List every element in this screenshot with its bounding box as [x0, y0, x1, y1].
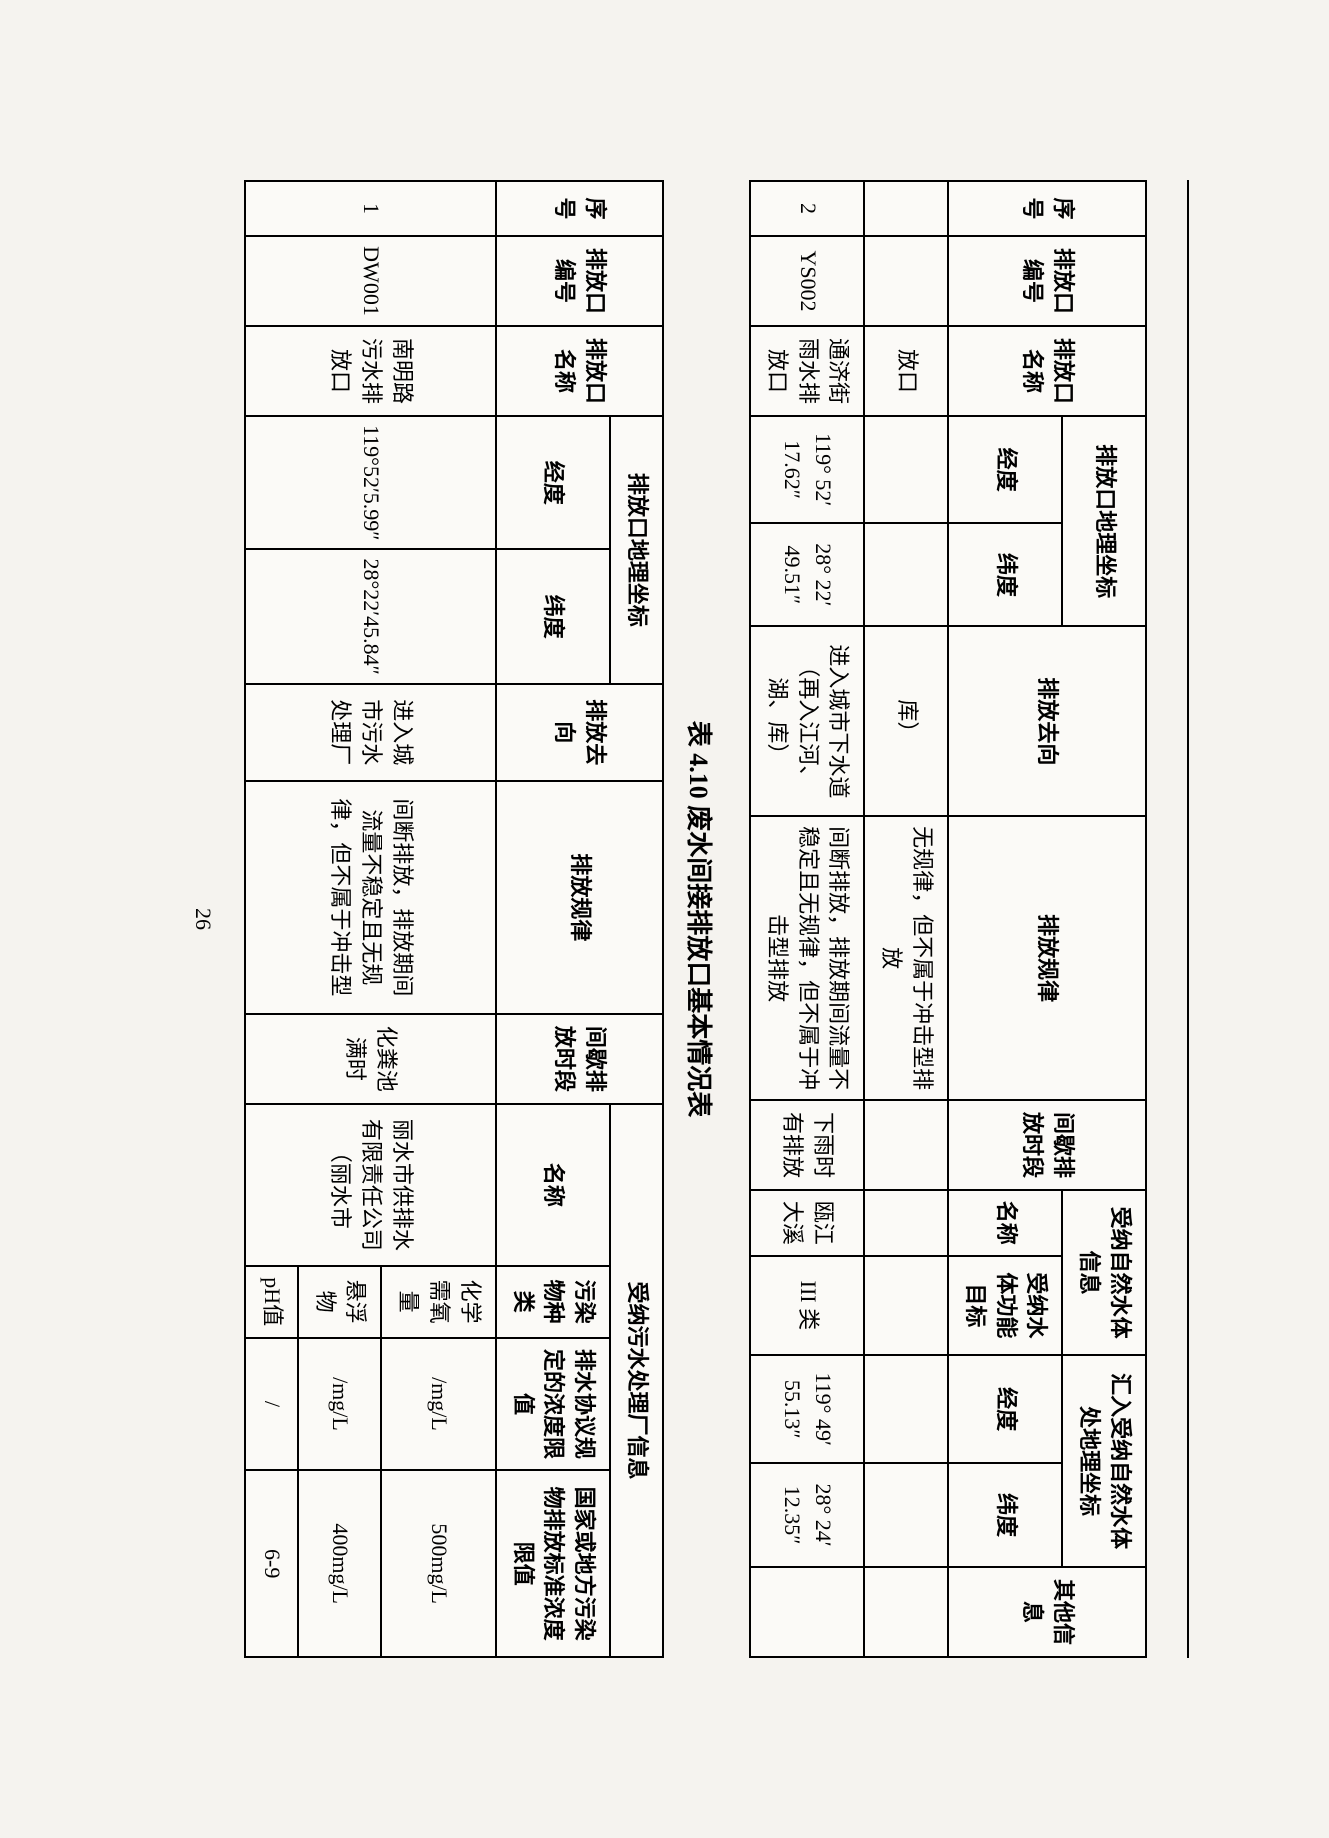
- cell: 28° 24′ 12.35″: [750, 1463, 864, 1567]
- t2-h-plant: 受纳污水处理厂信息: [610, 1104, 663, 1657]
- cell: 丽水市供排水有限责任公司（丽水市: [245, 1104, 496, 1266]
- cell: [864, 1463, 948, 1567]
- cell: 119° 49′ 55.13″: [750, 1355, 864, 1463]
- top-rule: [1187, 180, 1189, 1658]
- page-number: 26: [190, 180, 216, 1658]
- cell: 通济街雨水排放口: [750, 326, 864, 416]
- t1-h-seq: 序号: [948, 181, 1146, 236]
- t1-h-lat: 纬度: [948, 523, 1062, 626]
- t1-h-recvname: 名称: [948, 1190, 1062, 1256]
- cell: [864, 1567, 948, 1657]
- table-row: 2 YS002 通济街雨水排放口 119° 52′ 17.62″ 28° 22′…: [750, 181, 864, 1657]
- cell: 库）: [864, 626, 948, 816]
- cell: [864, 416, 948, 523]
- cell: 间断排放，排放期间流量不稳定且无规律，但不属于冲击型排放: [750, 816, 864, 1100]
- table-1: 序号 排放口编号 排放口名称 排放口地理坐标 排放去向 排放规律 间歇排放时段 …: [749, 180, 1147, 1658]
- t1-h-recvlon: 经度: [948, 1355, 1062, 1463]
- cell: 下雨时有排放: [750, 1100, 864, 1190]
- t1-h-name: 排放口名称: [948, 326, 1146, 416]
- cell: 化学需氧量: [381, 1266, 495, 1338]
- t1-h-other: 其他信息: [948, 1567, 1146, 1657]
- table-2: 序号 排放口编号 排放口名称 排放口地理坐标 排放去向 排放规律 间歇排放时段 …: [244, 180, 664, 1658]
- cell: /: [245, 1338, 298, 1471]
- t1-h-recvcoord: 汇入受纳自然水体处地理坐标: [1062, 1355, 1146, 1567]
- t2-h-code: 排放口编号: [496, 236, 663, 326]
- cell: [864, 181, 948, 236]
- table-caption: 表 4.10 废水间接排放口基本情况表: [682, 180, 719, 1658]
- cell: YS002: [750, 236, 864, 326]
- cell: 进入城市下水道（再入江河、湖、库）: [750, 626, 864, 816]
- t2-h-stdlimit: 国家或地方污染物排放标准浓度限值: [496, 1470, 610, 1657]
- t2-h-seq: 序号: [496, 181, 663, 236]
- cell: 1: [245, 181, 496, 236]
- t2-h-agreelimit: 排水协议规定的浓度限值: [496, 1338, 610, 1471]
- cell: [750, 1567, 864, 1657]
- t2-h-coord: 排放口地理坐标: [610, 416, 663, 684]
- cell: 119° 52′ 17.62″: [750, 416, 864, 523]
- cell: [864, 523, 948, 626]
- t1-h-recvgoal: 受纳水体功能目标: [948, 1256, 1062, 1356]
- table-row: 1 DW001 南明路污水排放口 119°52′5.99″ 28°22′45.8…: [381, 181, 495, 1657]
- cell: 瓯江大溪: [750, 1190, 864, 1256]
- t1-h-pattern: 排放规律: [948, 816, 1146, 1100]
- cell: 化粪池满时: [245, 1014, 496, 1104]
- t2-h-dest: 排放去向: [496, 684, 663, 781]
- cell: [864, 236, 948, 326]
- t2-h-lon: 经度: [496, 416, 610, 549]
- t2-h-name: 排放口名称: [496, 326, 663, 416]
- cell: 放口: [864, 326, 948, 416]
- cell: [864, 1100, 948, 1190]
- cell: [864, 1355, 948, 1463]
- cell: 6-9: [245, 1470, 298, 1657]
- cell: 2: [750, 181, 864, 236]
- t1-h-recvlat: 纬度: [948, 1463, 1062, 1567]
- t1-h-lon: 经度: [948, 416, 1062, 523]
- t1-h-recv: 受纳自然水体信息: [1062, 1190, 1146, 1355]
- cell: 500mg/L: [381, 1470, 495, 1657]
- t2-h-plantname: 名称: [496, 1104, 610, 1266]
- cell: 悬浮物: [298, 1266, 382, 1338]
- cell: DW001: [245, 236, 496, 326]
- t2-h-pattern: 排放规律: [496, 781, 663, 1014]
- t2-h-lat: 纬度: [496, 549, 610, 683]
- t1-h-period: 间歇排放时段: [948, 1100, 1146, 1190]
- cell: 28° 22′ 49.51″: [750, 523, 864, 626]
- t1-h-coord: 排放口地理坐标: [1062, 416, 1146, 626]
- cell: 进入城市污水处理厂: [245, 684, 496, 781]
- cell: 119°52′5.99″: [245, 416, 496, 549]
- cell: 间断排放，排放期间流量不稳定且无规律，但不属于冲击型: [245, 781, 496, 1014]
- cell: [864, 1256, 948, 1356]
- cell: pH值: [245, 1266, 298, 1338]
- cell: III 类: [750, 1256, 864, 1356]
- t1-h-dest: 排放去向: [948, 626, 1146, 816]
- cell: /mg/L: [381, 1338, 495, 1471]
- table-row: 放口 库） 无规律，但不属于冲击型排放: [864, 181, 948, 1657]
- t1-h-code: 排放口编号: [948, 236, 1146, 326]
- cell: /mg/L: [298, 1338, 382, 1471]
- cell: 400mg/L: [298, 1470, 382, 1657]
- cell: [864, 1190, 948, 1256]
- t2-h-pollutant: 污染物种类: [496, 1266, 610, 1338]
- cell: 南明路污水排放口: [245, 326, 496, 416]
- t2-h-period: 间歇排放时段: [496, 1014, 663, 1104]
- cell: 28°22′45.84″: [245, 549, 496, 683]
- cell: 无规律，但不属于冲击型排放: [864, 816, 948, 1100]
